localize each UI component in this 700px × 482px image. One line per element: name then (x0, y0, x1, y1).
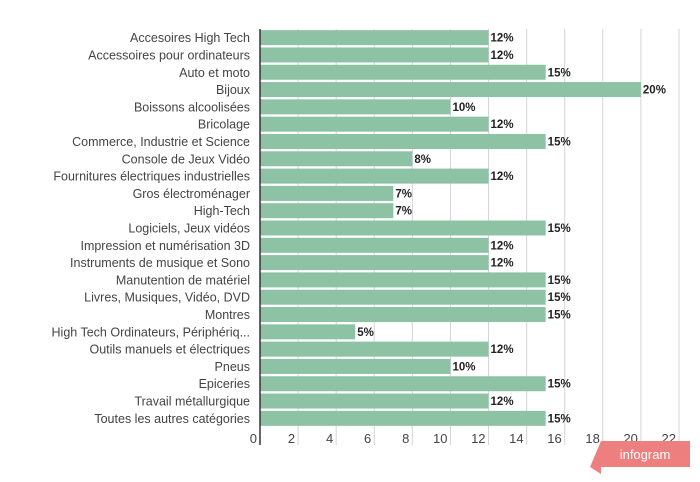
category-label: Fournitures électriques industrielles (53, 170, 250, 184)
category-label: Bijoux (216, 83, 251, 97)
x-tick-label: 2 (288, 431, 295, 446)
bar[interactable] (260, 185, 394, 201)
bar[interactable] (260, 64, 546, 80)
data-labels: 12% 12% 15% 20% 10% 12% 15% 8% 12% 7% 7% 15% 12% 12% 1… (357, 33, 666, 426)
x-tick-label: 14 (509, 431, 523, 446)
category-label: Auto et moto (179, 66, 250, 80)
category-label: Pneus (215, 360, 250, 374)
category-label: High-Tech (194, 204, 250, 218)
bar[interactable] (260, 289, 546, 305)
x-tick-label: 0 (250, 431, 257, 446)
category-label: Manutention de matériel (116, 273, 250, 287)
bar[interactable] (260, 410, 546, 426)
x-tick-label: 16 (547, 431, 561, 446)
data-label: 10% (452, 361, 475, 373)
data-label: 12% (491, 396, 514, 408)
x-tick-label: 10 (433, 431, 447, 446)
category-label: Logiciels, Jeux vidéos (128, 222, 250, 236)
bar[interactable] (260, 30, 489, 46)
data-label: 12% (491, 50, 514, 62)
bar[interactable] (260, 376, 546, 392)
data-label: 7% (395, 206, 412, 218)
x-tick-label: 8 (402, 431, 409, 446)
category-label: Epiceries (199, 377, 250, 391)
category-label: Livres, Musiques, Vidéo, DVD (84, 291, 250, 305)
data-label: 8% (414, 154, 431, 166)
category-label: Travail métallurgique (134, 395, 250, 409)
category-label: High Tech Ordinateurs, Périphériq... (52, 325, 250, 339)
bar[interactable] (260, 393, 489, 409)
category-label: Montres (205, 308, 250, 322)
category-label: Impression et numérisation 3D (80, 239, 250, 253)
category-label: Commerce, Industrie et Science (72, 135, 250, 149)
bar[interactable] (260, 116, 489, 132)
x-tick-label: 18 (585, 431, 599, 446)
data-label: 7% (395, 188, 412, 200)
data-label: 12% (491, 240, 514, 252)
category-label: Console de Jeux Vidéo (122, 152, 250, 166)
category-label: Instruments de musique et Sono (70, 256, 250, 270)
data-label: 15% (548, 223, 571, 235)
bar[interactable] (260, 151, 413, 167)
bar[interactable] (260, 203, 394, 219)
category-label: Bricolage (198, 118, 250, 132)
data-label: 15% (548, 136, 571, 148)
data-label: 12% (491, 171, 514, 183)
bar[interactable] (260, 237, 489, 253)
category-label: Toutes les autres catégories (94, 412, 250, 426)
bar[interactable] (260, 220, 546, 236)
bar[interactable] (260, 99, 451, 115)
bar[interactable] (260, 255, 489, 271)
gridlines (297, 29, 680, 445)
bar[interactable] (260, 358, 451, 374)
infogram-logo-text: infogram (620, 447, 671, 462)
category-label: Boissons alcoolisées (134, 100, 250, 114)
bar[interactable] (260, 168, 489, 184)
category-label: Gros électroménager (133, 187, 250, 201)
data-label: 10% (452, 102, 475, 114)
bar[interactable] (260, 324, 356, 340)
data-label: 15% (548, 310, 571, 322)
x-tick-label: 4 (326, 431, 333, 446)
bar[interactable] (260, 82, 641, 98)
bar[interactable] (260, 307, 546, 323)
data-label: 12% (491, 344, 514, 356)
category-label: Accessoires pour ordinateurs (88, 48, 250, 62)
data-label: 12% (491, 258, 514, 270)
bar[interactable] (260, 47, 489, 63)
x-tick-label: 12 (471, 431, 485, 446)
data-label: 5% (357, 327, 374, 339)
data-label: 15% (548, 379, 571, 391)
data-label: 20% (643, 85, 666, 97)
infogram-badge[interactable]: infogram (590, 441, 690, 474)
bar[interactable] (260, 133, 546, 149)
data-label: 15% (548, 292, 571, 304)
category-label: Outils manuels et électriques (90, 343, 251, 357)
category-label: Accesoires High Tech (130, 31, 250, 45)
infogram-badge-shape (590, 441, 690, 474)
data-label: 12% (491, 33, 514, 45)
category-labels: Accesoires High Tech Accessoires pour ord… (52, 31, 251, 426)
data-label: 15% (548, 413, 571, 425)
bar[interactable] (260, 341, 489, 357)
data-label: 15% (548, 275, 571, 287)
data-label: 12% (491, 119, 514, 131)
x-tick-label: 6 (364, 431, 371, 446)
bar[interactable] (260, 272, 546, 288)
data-label: 15% (548, 67, 571, 79)
bars (260, 30, 641, 426)
